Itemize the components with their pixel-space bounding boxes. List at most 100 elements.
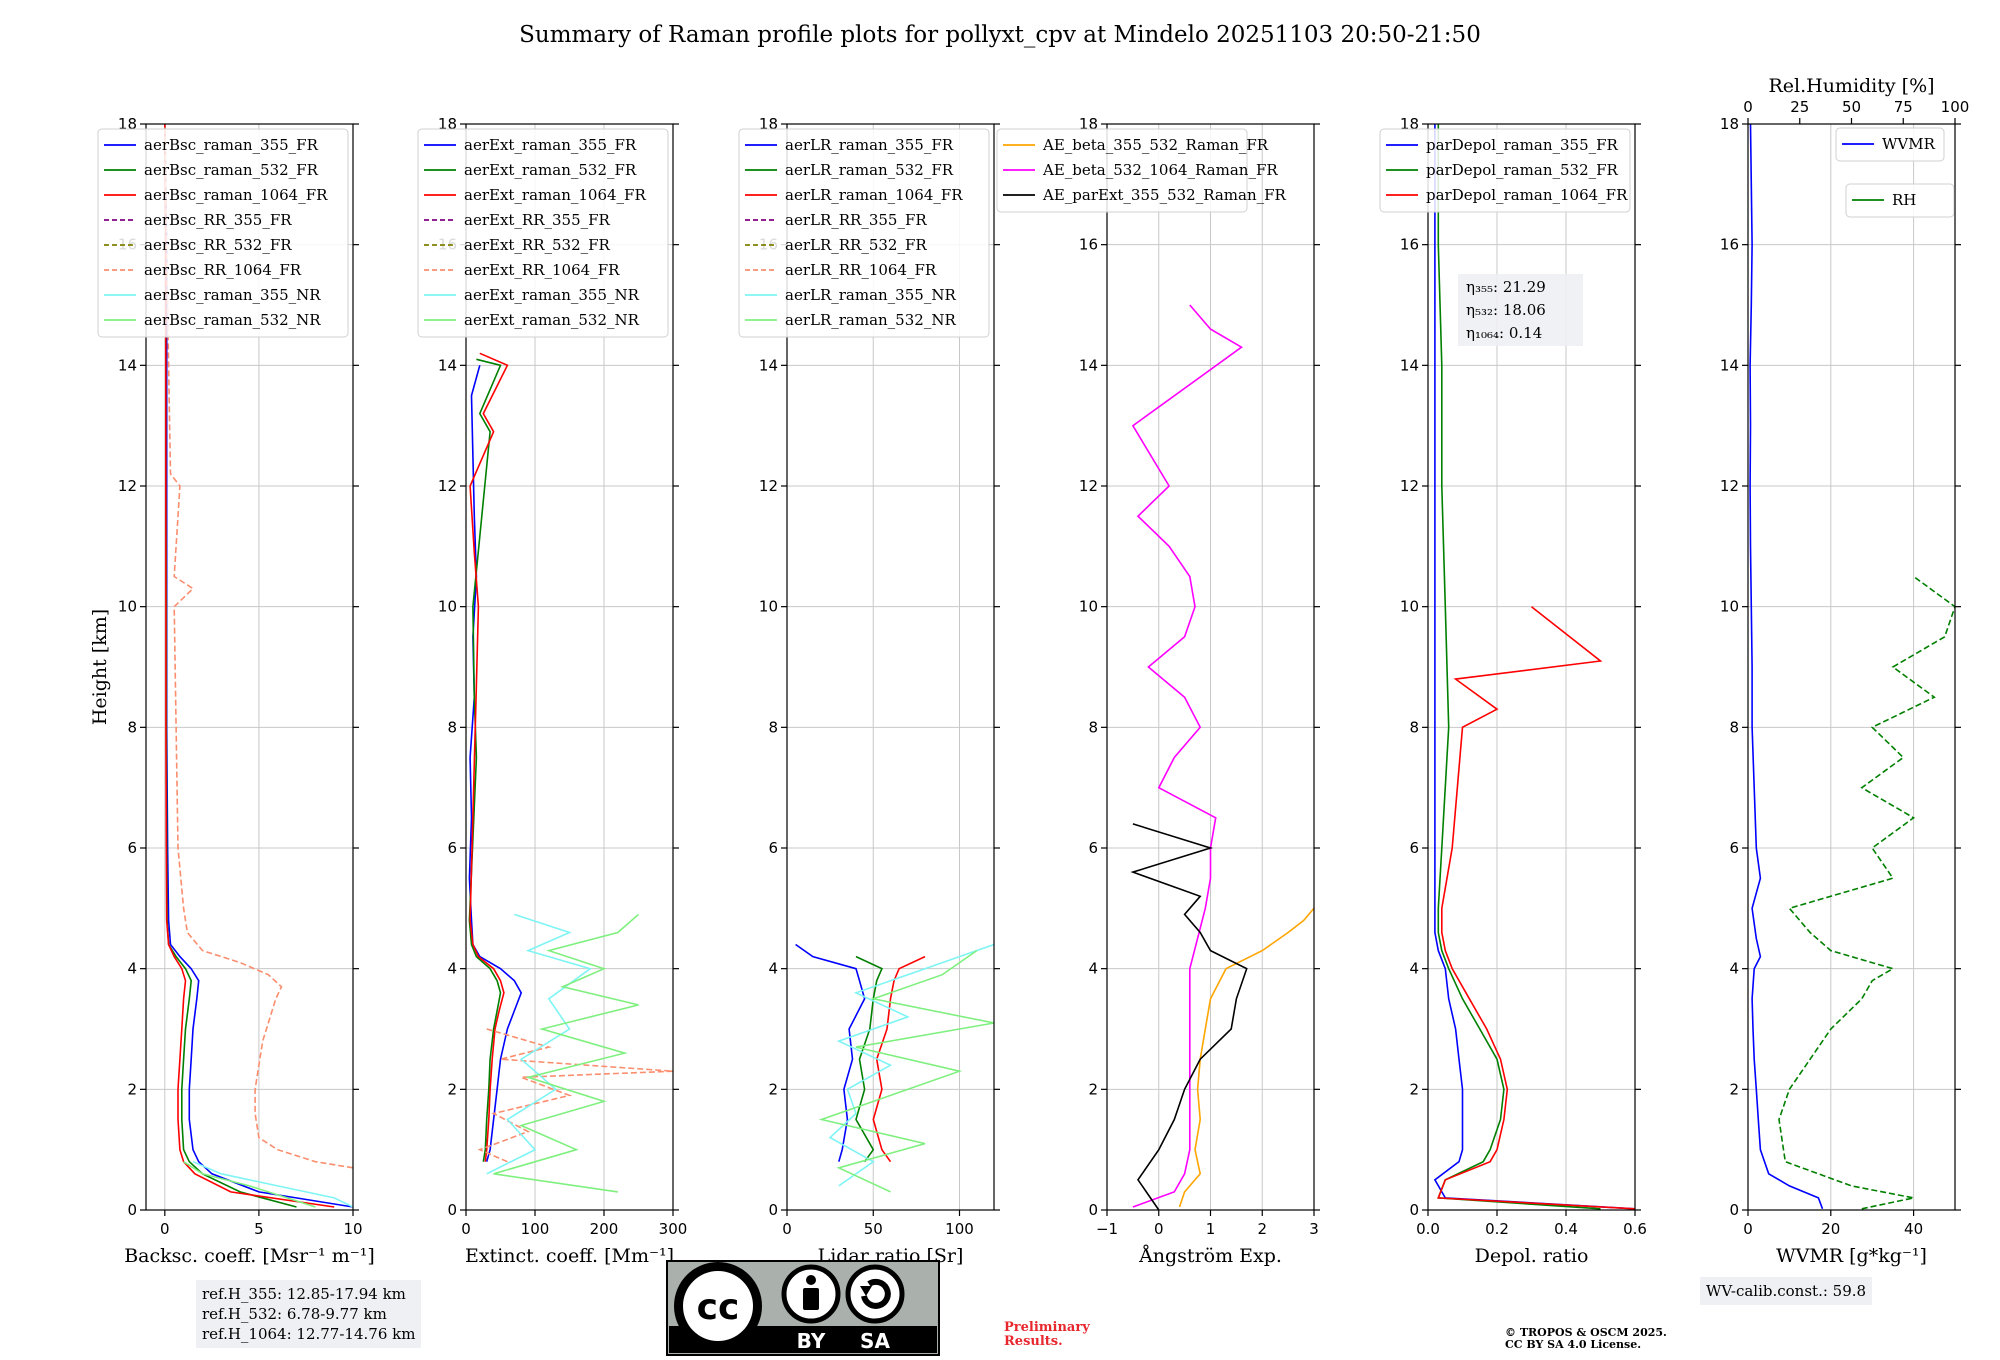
y-tick-label: 0: [768, 1201, 778, 1219]
y-tick-label: 2: [1088, 1080, 1098, 1098]
legend-label: aerLR_raman_532_NR: [785, 311, 956, 329]
x-tick-label: 2: [1257, 1220, 1267, 1238]
reference-heights-box: ref.H_355: 12.85-17.94 km ref.H_532: 6.7…: [196, 1280, 422, 1348]
y-tick-label: 6: [1088, 839, 1098, 857]
series-line-AE_parExt_355_532_Raman_FR: [1130, 823, 1248, 1210]
y-tick-label: 4: [447, 960, 457, 978]
y-tick-label: 16: [1079, 236, 1098, 254]
attribution-icon-head: [806, 1275, 816, 1285]
cc-by-sa-badge: cc BY SA: [666, 1260, 940, 1356]
legend-rh-label: RH: [1892, 191, 1916, 209]
share-alike-icon: [845, 1264, 905, 1324]
badge-cc-disc: [683, 1271, 753, 1341]
x-tick-label: 0.0: [1416, 1220, 1440, 1238]
y-tick-label: 6: [1409, 839, 1419, 857]
ref-height-1064: ref.H_1064: 12.77-14.76 km: [202, 1325, 416, 1343]
y-tick-label: 14: [118, 356, 137, 374]
y-tick-label: 12: [1400, 477, 1419, 495]
legend-label: aerLR_RR_355_FR: [785, 211, 927, 229]
x-tick-label: 0: [782, 1220, 792, 1238]
legend-label: AE_beta_355_532_Raman_FR: [1042, 136, 1269, 154]
preliminary-note: Preliminary Results.: [1004, 1321, 1090, 1349]
y-tick-label: 16: [1720, 236, 1739, 254]
x-tick-label: 40: [1904, 1220, 1923, 1238]
legend-label: aerBsc_RR_532_FR: [144, 236, 292, 254]
x-tick-label: 100: [945, 1220, 974, 1238]
x-tick-label: 0: [1154, 1220, 1164, 1238]
legend-label: aerBsc_raman_532_NR: [144, 311, 321, 329]
y-tick-label: 12: [759, 477, 778, 495]
series-group: [1749, 124, 1955, 1210]
legend-label: aerExt_raman_532_NR: [464, 311, 640, 329]
y-tick-label: 2: [447, 1080, 457, 1098]
y-tick-label: 8: [1409, 718, 1419, 736]
y-tick-label: 0: [1409, 1201, 1419, 1219]
y-tick-label: 0: [447, 1201, 457, 1219]
preliminary-line-2: Results.: [1004, 1334, 1063, 1349]
ref-height-355: ref.H_355: 12.85-17.94 km: [202, 1285, 406, 1303]
series-line-aerBsc_raman_1064_FR: [164, 124, 335, 1208]
legend-label: aerLR_raman_355_NR: [785, 286, 956, 304]
legend-label: parDepol_raman_1064_FR: [1426, 186, 1628, 204]
attribution-icon-body: [803, 1288, 819, 1310]
eta-label: η₃₅₅: 21.29: [1466, 278, 1546, 296]
series-line-AE_beta_355_532_Raman_FR: [1178, 907, 1314, 1208]
series-line-aerBsc_RR_1064_FR: [164, 124, 353, 1169]
x-tick-label: 0: [1743, 1220, 1753, 1238]
legend-box: [97, 128, 349, 338]
y-tick-label: 6: [768, 839, 778, 857]
wv-calib-const: WV-calib.const.: 59.8: [1706, 1282, 1867, 1300]
legend-label: aerExt_raman_355_FR: [464, 136, 637, 154]
series-line-WVMR: [1749, 124, 1824, 1210]
y-tick-label: 2: [1729, 1080, 1739, 1098]
top-x-tick-label: 0: [1743, 98, 1753, 116]
panel-frame: [786, 123, 995, 1211]
series-line-aerExt_raman_532_NR: [493, 913, 640, 1193]
badge-sa-label: SA: [860, 1329, 890, 1353]
y-tick-label: 4: [768, 960, 778, 978]
legend-label: aerExt_raman_532_FR: [464, 161, 637, 179]
legend-label: aerBsc_raman_355_FR: [144, 136, 319, 154]
panel-frame: [1427, 123, 1636, 1211]
y-tick-label: 2: [768, 1080, 778, 1098]
x-tick-label: 0.4: [1554, 1220, 1578, 1238]
y-tick-label: 8: [1729, 718, 1739, 736]
badge-by-label: BY: [797, 1329, 826, 1353]
copyright-line-2: CC BY SA 4.0 License.: [1505, 1338, 1642, 1351]
y-tick-label: 10: [438, 598, 457, 616]
figure-title: Summary of Raman profile plots for polly…: [519, 22, 1481, 48]
series-line-AE_beta_532_1064_Raman_FR: [1131, 304, 1243, 1208]
legend-label: AE_beta_532_1064_Raman_FR: [1042, 161, 1278, 179]
legend-rh-box: [1845, 183, 1955, 218]
y-tick-label: 14: [1079, 356, 1098, 374]
panel-lidar_ratio: 024681012141618050100Lidar ratio [Sr]aer…: [738, 115, 1000, 1267]
series-line-aerExt_raman_532_FR: [468, 358, 502, 1162]
wv-calibration-box: WV-calib.const.: 59.8: [1700, 1277, 1873, 1305]
x-tick-label: 20: [1821, 1220, 1840, 1238]
panel-extinction: 0246810121416180100200300Extinct. coeff.…: [417, 115, 687, 1267]
panel-frame: [1747, 123, 1956, 1211]
x-tick-label: 0: [160, 1220, 170, 1238]
eta-label: η₅₃₂: 18.06: [1466, 301, 1546, 319]
series-line-RH: [1778, 575, 1955, 1210]
top-axis-label: Rel.Humidity [%]: [1768, 75, 1934, 97]
panel-frame: [465, 123, 674, 1211]
y-tick-label: 4: [1729, 960, 1739, 978]
top-x-tick-label: 50: [1842, 98, 1861, 116]
series-line-aerLR_raman_1064_FR: [872, 955, 926, 1163]
legend-label: WVMR: [1882, 135, 1936, 153]
y-tick-label: 4: [1088, 960, 1098, 978]
y-tick-label: 10: [1079, 598, 1098, 616]
series-line-parDepol_raman_532_FR: [1437, 124, 1601, 1210]
eta-label: η₁₀₆₄: 0.14: [1466, 324, 1542, 342]
legend-box: [996, 128, 1248, 213]
legend-label: aerBsc_raman_532_FR: [144, 161, 319, 179]
legend-label: aerLR_raman_355_FR: [785, 136, 954, 154]
panel-frame: [145, 123, 354, 1211]
x-axis-label: Extinct. coeff. [Mm⁻¹]: [465, 1245, 674, 1267]
top-x-tick-label: 25: [1790, 98, 1809, 116]
legend-label: aerBsc_RR_355_FR: [144, 211, 292, 229]
y-tick-label: 10: [759, 598, 778, 616]
y-tick-label: 6: [127, 839, 137, 857]
